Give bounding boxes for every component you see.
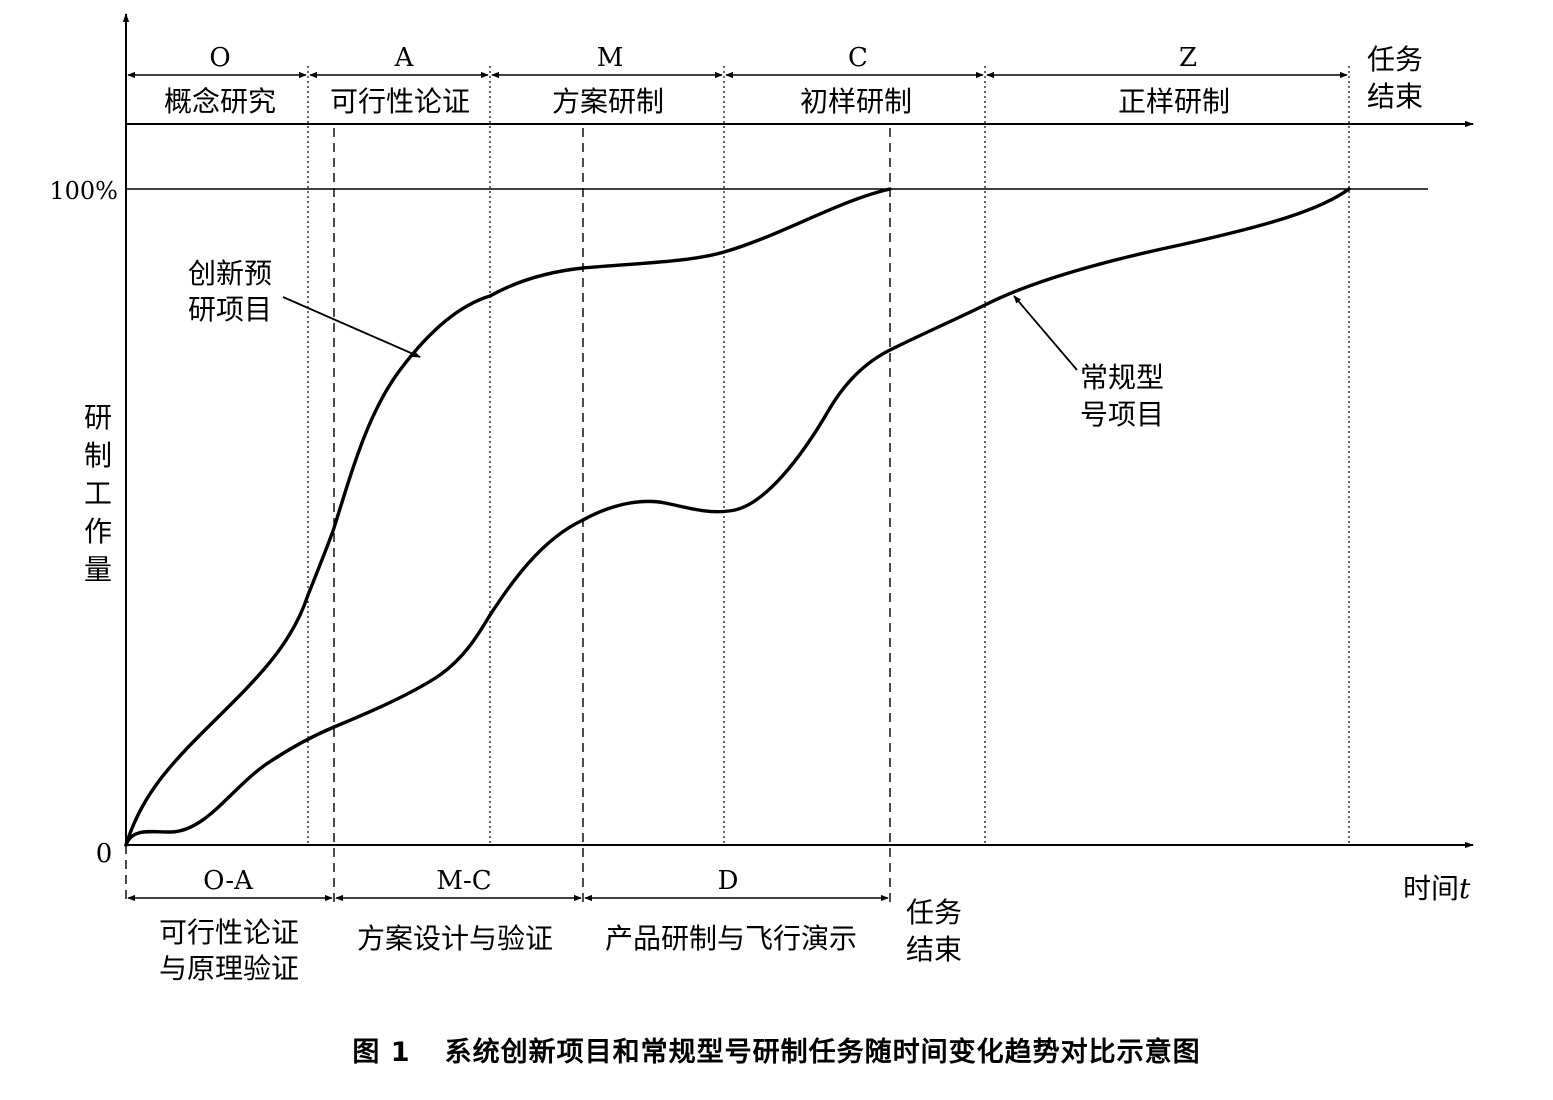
- phase-z-code: Z: [1179, 43, 1197, 73]
- bottom-phase-labels: O-A 可行性论证 与原理验证 M-C 方案设计与验证 D 产品研制与飞行演示: [159, 866, 857, 985]
- x-axis-label-var: t: [1459, 872, 1471, 905]
- conventional-project-curve: [124, 187, 1351, 847]
- tick-hundred-percent: 100%: [49, 177, 118, 205]
- phase-m-name: 方案研制: [552, 85, 664, 118]
- y-axis-label-char-1: 研: [84, 401, 112, 434]
- phase-a-name: 可行性论证: [330, 85, 470, 118]
- trend-diagram: O 概念研究 A 可行性论证 M 方案研制 C 初样研制 Z 正样研制 任务 结…: [49, 13, 1474, 985]
- conventional-callout-arrow: [1013, 295, 1078, 371]
- bottom-phase-boundaries: [125, 128, 891, 905]
- phase-oa-code: O-A: [203, 866, 254, 896]
- figure-number: 图 1: [352, 1037, 411, 1068]
- phase-c-name: 初样研制: [800, 85, 912, 118]
- figure-caption: 图 1 系统创新项目和常规型号研制任务随时间变化趋势对比示意图: [0, 1030, 1553, 1069]
- phase-oa-name-2: 与原理验证: [159, 952, 299, 985]
- phase-c-code: C: [848, 43, 868, 73]
- phase-d-name: 产品研制与飞行演示: [605, 922, 857, 955]
- y-axis-label-char-4: 作: [84, 515, 112, 548]
- figure-caption-text: 系统创新项目和常规型号研制任务随时间变化趋势对比示意图: [444, 1037, 1201, 1068]
- phase-o-name: 概念研究: [164, 85, 276, 118]
- x-axis-label: 时间t: [1403, 872, 1471, 905]
- top-phase-boundaries: [307, 66, 1350, 845]
- phase-a-code: A: [394, 43, 415, 73]
- y-axis-label-char-2: 制: [84, 439, 112, 472]
- conventional-label-1: 常规型: [1080, 361, 1164, 394]
- top-phase-labels: O 概念研究 A 可行性论证 M 方案研制 C 初样研制 Z 正样研制: [164, 43, 1230, 118]
- top-end-label-2: 结束: [1367, 80, 1423, 113]
- phase-oa-name-1: 可行性论证: [159, 916, 299, 949]
- innovative-project-curve: [124, 187, 892, 847]
- phase-o-code: O: [209, 43, 230, 73]
- phase-mc-name: 方案设计与验证: [357, 922, 553, 955]
- innovative-label-1: 创新预: [188, 257, 272, 290]
- bottom-end-label-2: 结束: [906, 933, 962, 966]
- phase-mc-code: M-C: [436, 866, 491, 896]
- tick-zero: 0: [96, 839, 113, 869]
- phase-m-code: M: [597, 43, 624, 73]
- phase-d-code: D: [718, 866, 739, 896]
- x-axis-label-main: 时间: [1403, 872, 1459, 905]
- phase-z-name: 正样研制: [1118, 85, 1230, 118]
- y-axis-label-char-3: 工: [84, 477, 112, 510]
- bottom-end-label-1: 任务: [906, 896, 962, 929]
- innovative-label-2: 研项目: [188, 293, 272, 326]
- conventional-label-2: 号项目: [1080, 398, 1164, 431]
- y-axis-label-char-5: 量: [84, 553, 112, 586]
- top-end-label-1: 任务: [1367, 43, 1423, 76]
- y-axis-label: 研 制 工 作 量: [84, 401, 112, 586]
- innovative-callout-arrow: [282, 296, 421, 358]
